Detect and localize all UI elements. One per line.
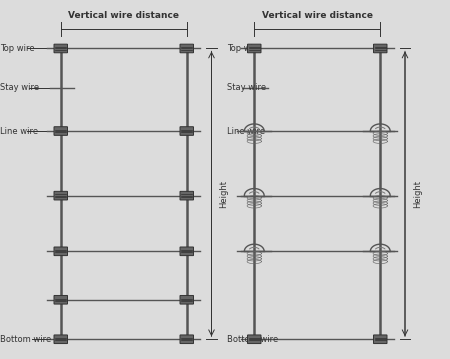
Text: Vertical wire distance: Vertical wire distance (68, 11, 179, 20)
Text: Line wire: Line wire (0, 126, 38, 136)
FancyBboxPatch shape (54, 127, 68, 135)
FancyBboxPatch shape (374, 335, 387, 344)
Text: Vertical wire distance: Vertical wire distance (262, 11, 373, 20)
FancyBboxPatch shape (374, 44, 387, 53)
FancyBboxPatch shape (54, 191, 68, 200)
FancyBboxPatch shape (54, 295, 68, 304)
Text: Bottom wire: Bottom wire (0, 335, 51, 344)
FancyBboxPatch shape (180, 335, 194, 344)
Text: Line wire: Line wire (227, 126, 266, 136)
Text: Top wire: Top wire (227, 44, 262, 53)
FancyBboxPatch shape (54, 44, 68, 53)
Text: Stay wire: Stay wire (227, 83, 266, 93)
Text: Stay wire: Stay wire (0, 83, 39, 93)
FancyBboxPatch shape (180, 127, 194, 135)
FancyBboxPatch shape (54, 335, 68, 344)
FancyBboxPatch shape (54, 247, 68, 256)
Text: Height: Height (413, 180, 422, 208)
FancyBboxPatch shape (248, 44, 261, 53)
FancyBboxPatch shape (180, 295, 194, 304)
Text: Top wire: Top wire (0, 44, 35, 53)
FancyBboxPatch shape (180, 247, 194, 256)
FancyBboxPatch shape (180, 191, 194, 200)
Text: Height: Height (220, 180, 229, 208)
FancyBboxPatch shape (248, 335, 261, 344)
Text: Bottom wire: Bottom wire (227, 335, 279, 344)
FancyBboxPatch shape (180, 44, 194, 53)
